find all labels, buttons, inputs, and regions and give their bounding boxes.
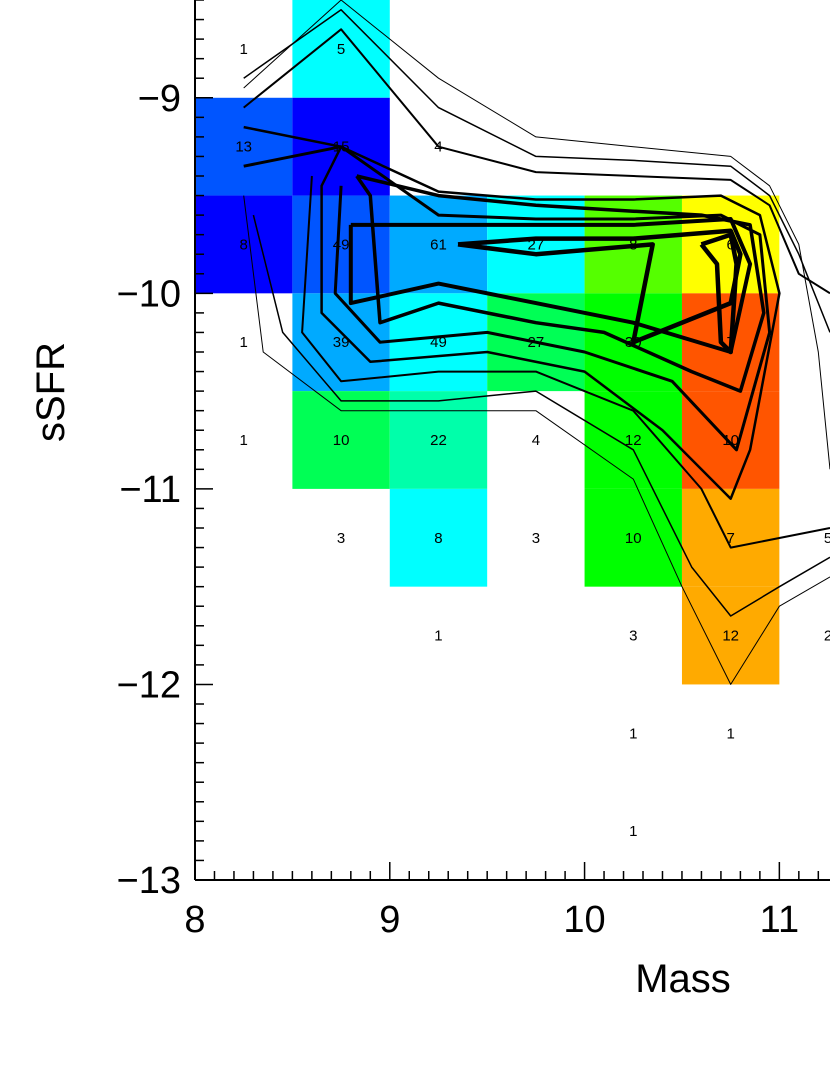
cell-count: 1 xyxy=(726,725,734,742)
cell-count: 12 xyxy=(625,432,642,449)
density-contours xyxy=(243,0,830,685)
heatmap-cell xyxy=(292,0,390,98)
y-tick-label: −12 xyxy=(117,664,181,706)
cell-count: 61 xyxy=(430,236,447,253)
contour-line xyxy=(252,214,830,617)
cell-count: 3 xyxy=(337,530,345,547)
x-tick-label: 10 xyxy=(563,899,605,941)
cell-count: 4 xyxy=(532,432,540,449)
y-tick-label: −11 xyxy=(119,469,181,511)
cell-count: 2 xyxy=(824,628,830,645)
cell-count: 1 xyxy=(240,334,248,351)
cell-count: 7 xyxy=(726,530,734,547)
heatmap-cell xyxy=(487,195,585,294)
cell-count: 5 xyxy=(824,530,830,547)
cell-count: 27 xyxy=(528,236,545,253)
x-tick-label: 9 xyxy=(379,899,400,941)
heatmap-cell xyxy=(195,195,293,294)
cell-count: 27 xyxy=(528,334,545,351)
y-tick-label: −10 xyxy=(117,273,181,315)
contour-line xyxy=(243,195,830,685)
cell-count: 49 xyxy=(430,334,447,351)
y-axis-label: sSFR xyxy=(29,342,73,442)
cell-count: 1 xyxy=(629,725,637,742)
cell-count: 1 xyxy=(629,823,637,840)
x-tick-label: 11 xyxy=(760,899,799,941)
cell-count: 3 xyxy=(532,530,540,547)
heatmap-cells xyxy=(195,0,780,685)
cell-count: 49 xyxy=(333,236,350,253)
cell-count: 6 xyxy=(726,236,734,253)
cell-count: 8 xyxy=(434,530,442,547)
cell-count: 13 xyxy=(235,139,252,156)
heatmap-cell xyxy=(681,488,780,587)
heatmap-cell xyxy=(292,391,390,489)
contour-line xyxy=(348,217,753,354)
cell-count: 3 xyxy=(629,628,637,645)
cell-count: 12 xyxy=(722,628,739,645)
cell-count: 15 xyxy=(333,139,350,156)
contour-line xyxy=(243,28,830,295)
cell-count: 30 xyxy=(625,334,642,351)
x-axis-label: Mass xyxy=(635,957,731,1001)
contour-line xyxy=(243,9,830,333)
contour-line xyxy=(243,125,781,500)
contour-line xyxy=(243,0,830,470)
cell-count: 1 xyxy=(240,432,248,449)
contour-line xyxy=(355,174,766,393)
axes: 8 9 10 11−9−10−11−12−13 xyxy=(117,0,830,941)
heatmap-cell xyxy=(195,97,293,196)
cell-count: 5 xyxy=(337,41,345,58)
heatmap-cell xyxy=(681,586,780,685)
heatmap-cell xyxy=(389,391,488,489)
heatmap-cell xyxy=(292,293,390,392)
cell-count: 8 xyxy=(240,236,248,253)
cell-count: 4 xyxy=(434,139,442,156)
cell-count: 1 xyxy=(240,41,248,58)
cell-count: 22 xyxy=(430,432,447,449)
x-tick-label: 8 xyxy=(184,899,205,941)
y-tick-label: −13 xyxy=(117,860,181,902)
cell-count: 1 xyxy=(434,628,442,645)
heatmap-cell xyxy=(389,488,488,587)
contour-line xyxy=(243,145,772,452)
y-tick-label: −9 xyxy=(138,78,181,120)
contour-line xyxy=(301,175,830,549)
cell-count: 39 xyxy=(333,334,350,351)
cell-count: 10 xyxy=(625,530,642,547)
cell-count: 8 xyxy=(629,236,637,253)
cell-count-labels: 1 513 15 48 49 61 27 8 61 39 49 27 30 71 10 22 4 12 103 8 3 1… xyxy=(235,41,830,840)
cell-count: 10 xyxy=(722,432,739,449)
cell-count: 10 xyxy=(333,432,350,449)
contour-line xyxy=(699,232,739,355)
heatmap-cell xyxy=(584,488,682,587)
cell-count: 7 xyxy=(726,334,734,351)
